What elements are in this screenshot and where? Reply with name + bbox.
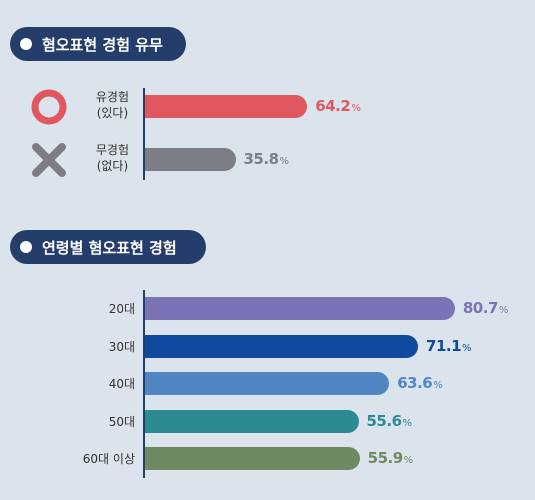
- value-label: 55.6%: [366, 412, 413, 430]
- category-label: 30대: [108, 340, 135, 354]
- value-label: 64.2%: [315, 97, 361, 115]
- bar: [145, 297, 455, 320]
- bar: [145, 148, 236, 171]
- value-label: 55.9%: [367, 449, 414, 467]
- chart2-axis-line: [143, 290, 145, 478]
- section-title-experience: 혐오표현 경험 유무: [10, 27, 186, 61]
- category-label: 20대: [108, 302, 135, 316]
- category-label: 유경험 (있다): [95, 90, 129, 120]
- value-label: 71.1%: [426, 337, 472, 355]
- bar: [145, 410, 359, 433]
- bullet-dot-icon: [20, 38, 32, 50]
- section-title-age-text: 연령별 혐오표현 경험: [42, 238, 177, 257]
- value-label: 35.8%: [243, 150, 290, 168]
- category-label: 60대 이상: [82, 452, 135, 466]
- category-label: 50대: [108, 415, 135, 429]
- section-title-experience-text: 혐오표현 경험 유무: [42, 35, 163, 54]
- circle-o-icon: [31, 89, 67, 125]
- category-label: 무경험 (없다): [95, 143, 129, 173]
- value-label: 63.6%: [397, 374, 443, 392]
- category-label: 40대: [108, 377, 135, 391]
- x-mark-icon: [32, 143, 66, 177]
- bar: [145, 95, 308, 118]
- chart1-axis-line: [143, 88, 145, 180]
- bullet-dot-icon: [20, 241, 32, 253]
- value-label: 80.7%: [462, 299, 509, 317]
- bar: [145, 372, 390, 395]
- bar: [145, 335, 419, 358]
- section-title-age: 연령별 혐오표현 경험: [10, 230, 206, 264]
- bar: [145, 447, 360, 470]
